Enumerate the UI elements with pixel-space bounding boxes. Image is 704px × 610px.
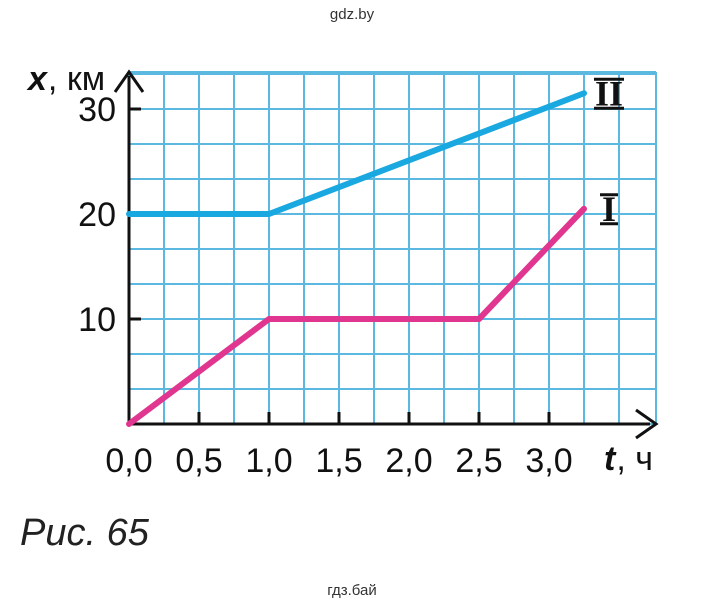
y-tick-label: 10 (78, 301, 116, 339)
y-tick-label: 20 (78, 196, 116, 234)
watermark-bottom: гдз.бай (327, 582, 377, 599)
y-axis-unit: , км (48, 60, 105, 98)
series-line-I (126, 205, 587, 427)
series-group: III (126, 73, 624, 427)
x-axis-variable: t (604, 440, 617, 478)
series-line-II (126, 90, 587, 217)
x-tick-label: 1,0 (245, 442, 292, 480)
y-tick-label: 30 (78, 91, 116, 129)
y-axis-arrow (113, 69, 145, 93)
x-tick-label: 0,0 (105, 442, 152, 480)
labels-group: x , км t , ч (26, 60, 653, 478)
series-label-I: I (602, 189, 616, 229)
grid (128, 71, 657, 425)
watermark-top: gdz.by (329, 6, 375, 23)
x-tick-label: 2,5 (455, 442, 502, 480)
x-axis-arrow (635, 408, 659, 440)
x-tick-label: 2,0 (385, 442, 432, 480)
x-axis-unit: , ч (616, 440, 653, 478)
x-tick-label: 3,0 (525, 442, 572, 480)
x-tick-label: 1,5 (315, 442, 362, 480)
axes: 0,0 0,5 1,0 1,5 2,0 2,5 3,0 10 20 30 (78, 69, 659, 480)
y-axis-variable: x (26, 60, 49, 98)
x-tick-label: 0,5 (175, 442, 222, 480)
figure-caption: Рис. 65 (20, 512, 149, 554)
